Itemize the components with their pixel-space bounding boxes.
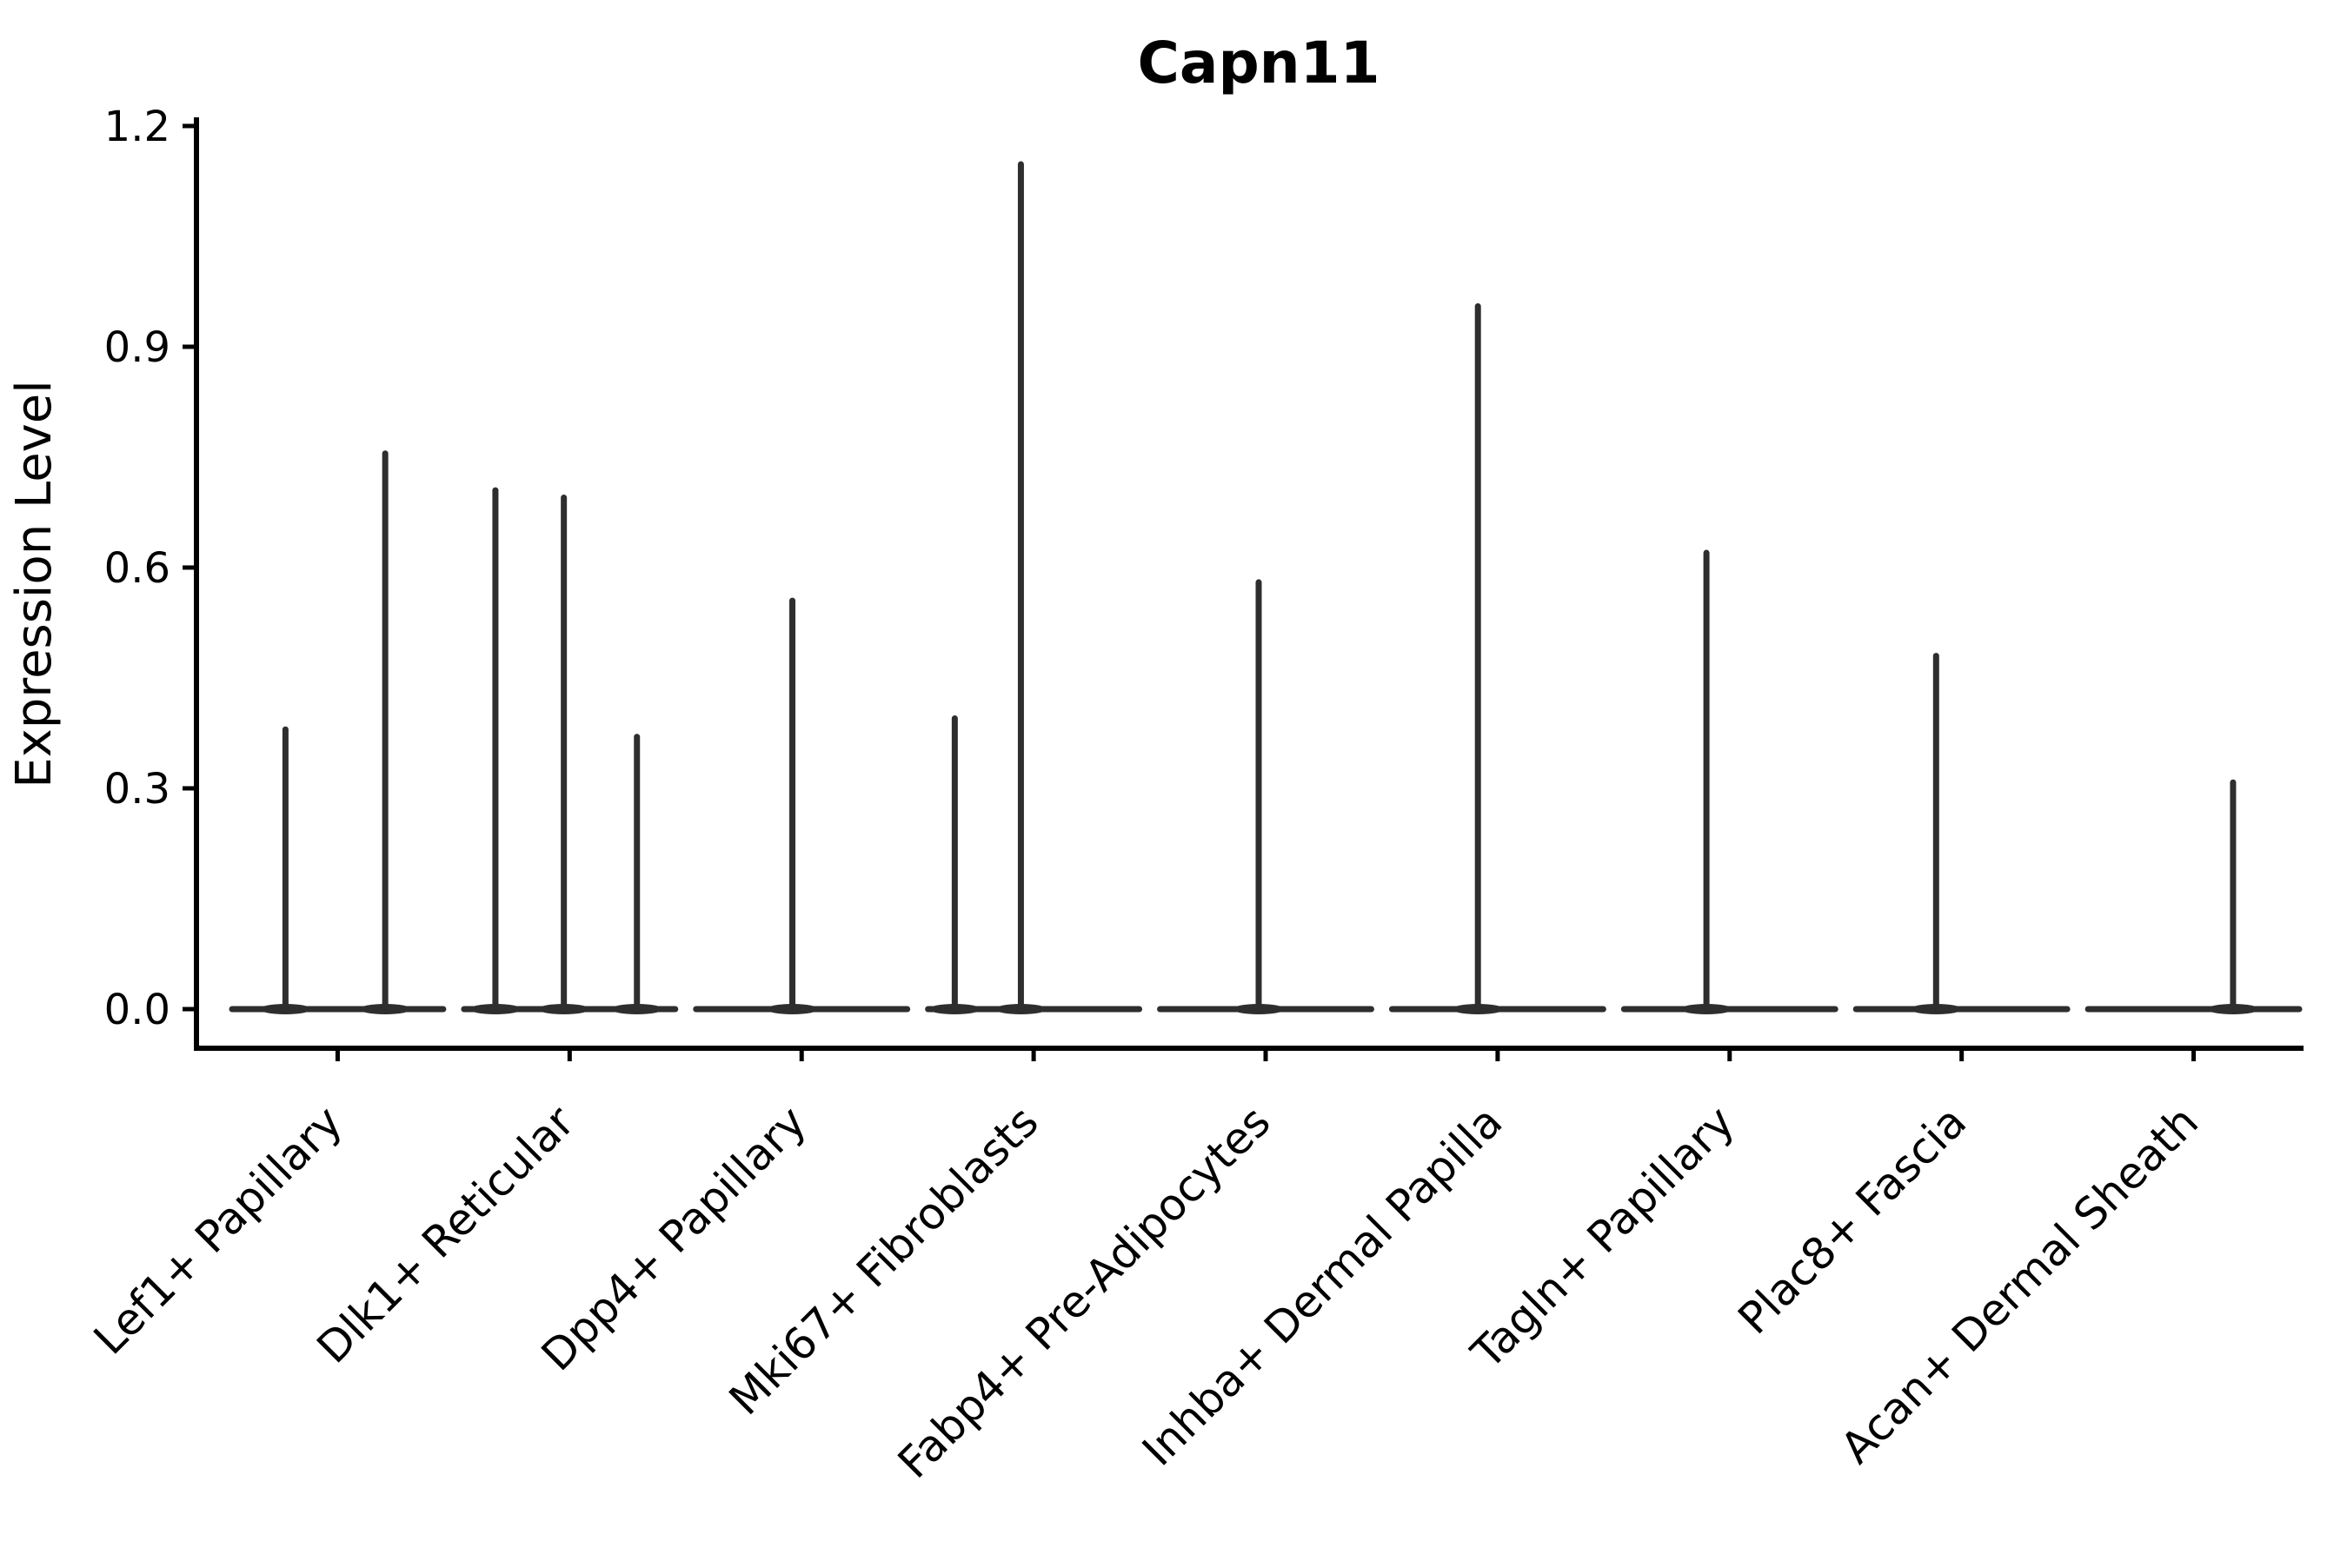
y-tick-label: 0.6 [104, 544, 170, 593]
y-tick-label: 0.9 [104, 323, 170, 372]
violin-dlk1-reticular [461, 487, 679, 1014]
y-tick-label: 1.2 [104, 103, 170, 151]
violin-mki67-fibroblasts [925, 161, 1143, 1014]
violin-plac8-fascia [1852, 653, 2071, 1014]
y-tick-label: 0.3 [104, 765, 170, 814]
violin-lef1-papillary [229, 450, 447, 1014]
violin-acan-dermal-sheath [2084, 779, 2303, 1014]
y-axis-label: Expression Level [6, 380, 63, 788]
x-tick-label: Plac8+ Fascia [1728, 1096, 1976, 1344]
y-axis-ticks: 0.0 0.3 0.6 0.9 1.2 [104, 103, 196, 1034]
violin-fabp4-pre-adipocytes [1157, 579, 1374, 1014]
y-tick-label: 0.0 [104, 986, 170, 1034]
axes [194, 117, 2304, 1051]
violins [229, 161, 2303, 1014]
x-tick-label: Dlk1+ Reticular [308, 1096, 584, 1372]
chart-title: Capn11 [1137, 30, 1380, 96]
x-axis-ticks [335, 1048, 2197, 1061]
x-tick-label: Fabp4+ Pre-Adipocytes [888, 1096, 1280, 1488]
violin-dpp4-papillary [693, 597, 911, 1014]
x-tick-label: Lef1+ Papillary [84, 1096, 352, 1364]
violin-tagln-papillary [1620, 549, 1838, 1014]
violin-inhba-dermal-papilla [1388, 302, 1606, 1014]
